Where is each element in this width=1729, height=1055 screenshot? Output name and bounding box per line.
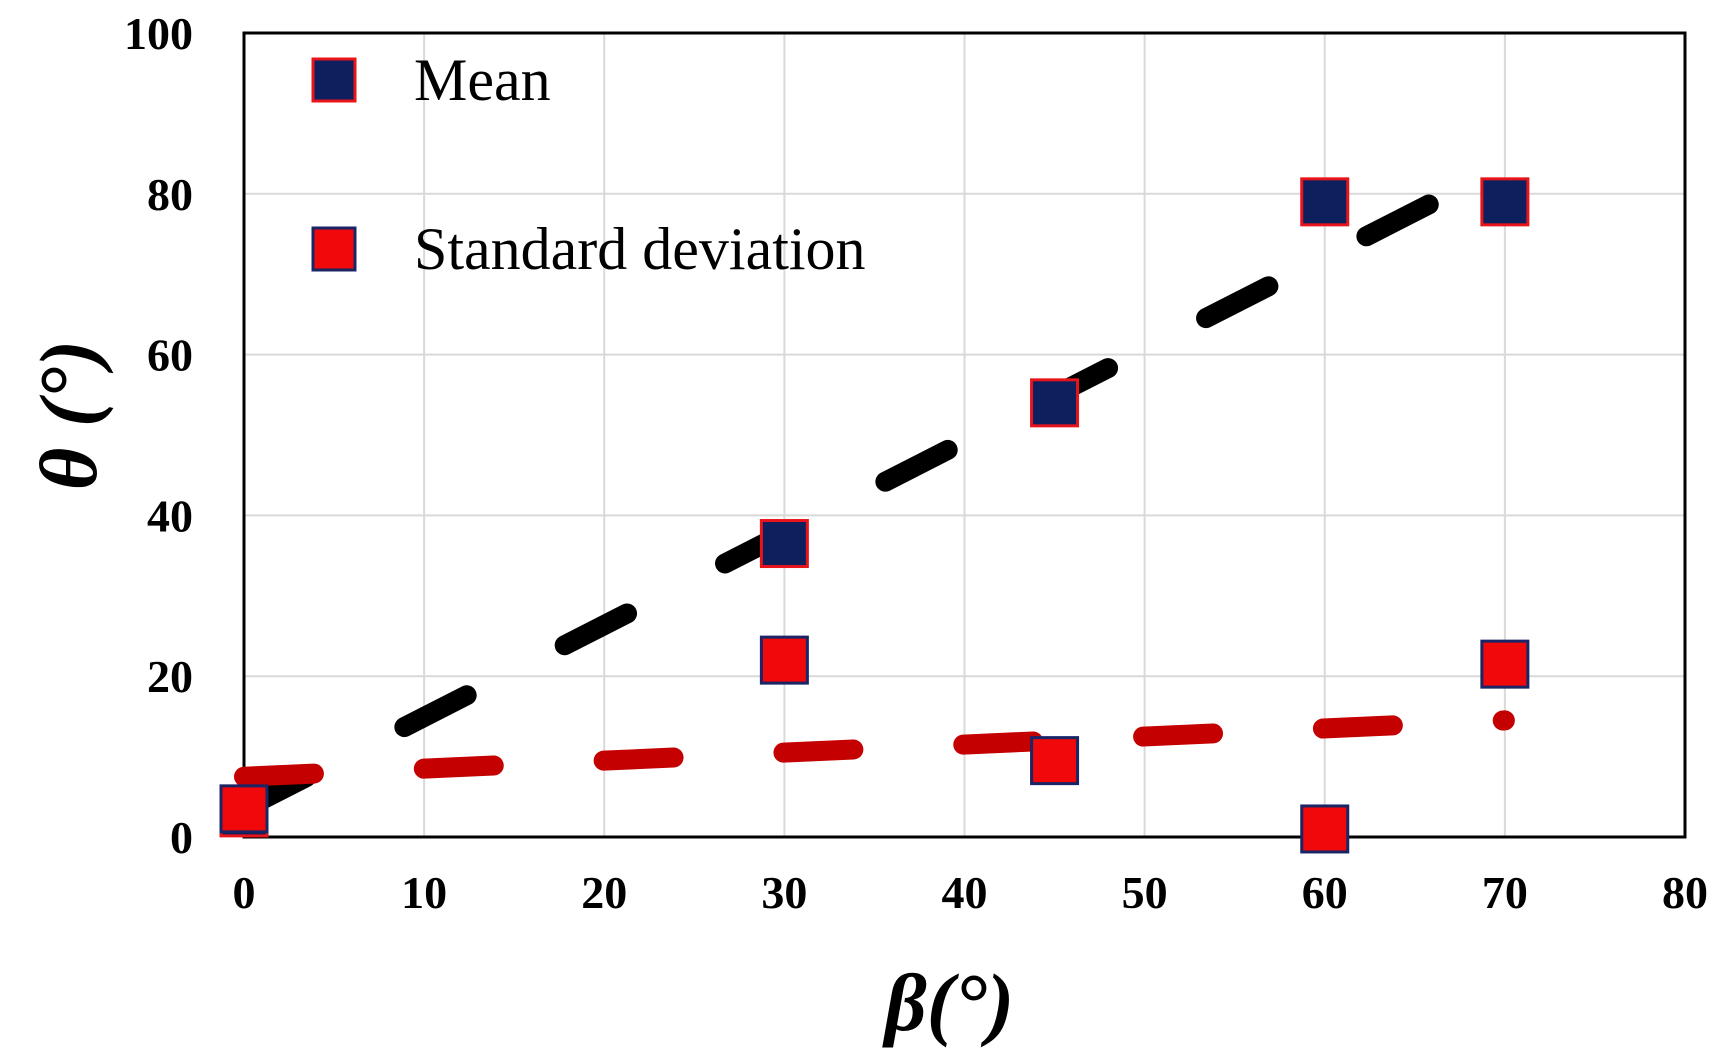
std-dev-point [219,784,269,834]
y-tick-label: 40 [147,490,193,541]
legend-marker [311,57,357,103]
plot-area-frame [242,31,1687,839]
x-tick-label: 70 [1482,867,1528,918]
std-dev-point [1300,804,1350,854]
mean-point [1300,177,1350,227]
x-tick-label: 40 [942,867,988,918]
trendline-mean [234,187,1452,819]
data-points [219,177,1530,854]
trendlines [234,187,1515,819]
std-dev-point [1480,639,1530,689]
mean-point [759,519,809,569]
legend-marker [311,226,357,272]
y-axis-title: θ (°) [23,340,114,490]
x-tick-label: 30 [761,867,807,918]
std-dev-point [1030,736,1080,786]
y-tick-label: 100 [124,8,193,59]
x-tick-label: 50 [1122,867,1168,918]
legend-label-mean: Mean [414,47,551,113]
x-tick-label: 20 [581,867,627,918]
mean-point [1030,378,1080,428]
legend-item-standard-deviation: Standard deviation [311,216,866,282]
x-axis-title: β(°) [882,957,1014,1048]
x-tick-label: 10 [401,867,447,918]
std-dev-point [759,635,809,685]
y-tick-label: 0 [170,812,193,863]
x-tick-label: 80 [1662,867,1708,918]
mean-point [1480,177,1530,227]
legend: Mean Standard deviation [311,47,866,282]
x-tick-label: 60 [1302,867,1348,918]
x-tick-label: 0 [233,867,256,918]
trendline-standard-deviation [234,710,1515,787]
y-tick-label: 60 [147,330,193,381]
legend-label-standard-deviation: Standard deviation [414,216,866,282]
y-tick-labels: 0 20 40 60 80 100 [124,8,193,863]
grid [244,33,1685,837]
legend-item-mean: Mean [311,47,551,113]
x-tick-labels: 0 10 20 30 40 50 60 70 80 [233,867,1709,918]
y-tick-label: 20 [147,651,193,702]
y-tick-label: 80 [147,169,193,220]
